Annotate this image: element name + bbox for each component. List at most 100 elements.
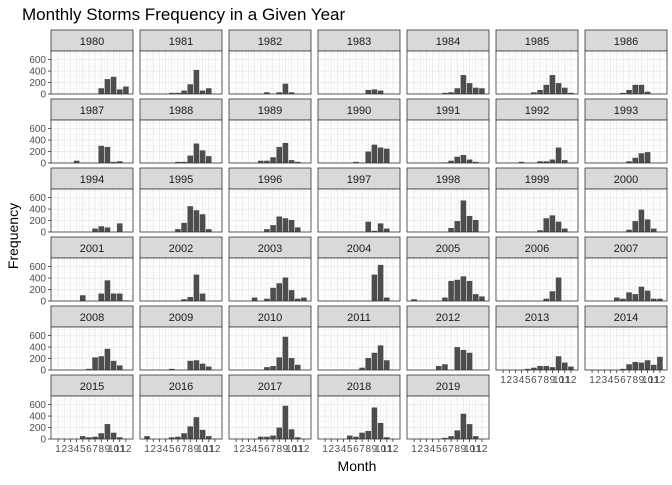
x-tick-label: 4 <box>252 444 258 455</box>
x-tick-label: 5 <box>258 444 264 455</box>
bar <box>460 413 467 439</box>
bar <box>110 161 117 163</box>
bar <box>613 297 620 301</box>
panel-border <box>228 326 312 371</box>
x-tick-label: 6 <box>620 375 626 386</box>
bar <box>448 92 454 94</box>
bar <box>168 92 175 94</box>
bar <box>377 264 384 301</box>
facet-strip-label: 1999 <box>525 174 549 186</box>
bar <box>199 90 206 94</box>
x-tick-label: 9 <box>550 375 556 386</box>
bar <box>620 298 626 301</box>
facet-strip-label: 2007 <box>614 243 638 255</box>
x-tick-label: 7 <box>448 444 454 455</box>
facet-strip-label: 2002 <box>169 243 193 255</box>
panel-border <box>139 188 223 233</box>
bar <box>561 362 568 370</box>
bar <box>549 159 556 163</box>
y-tick-label: 600 <box>29 331 46 342</box>
bar <box>644 360 651 370</box>
x-tick-label: 1 <box>55 444 61 455</box>
x-tick-label: 12 <box>387 444 399 455</box>
bar <box>383 228 390 232</box>
y-tick-label: 200 <box>29 216 46 227</box>
x-tick-label: 8 <box>98 444 104 455</box>
facet-strip-label: 2003 <box>258 243 282 255</box>
bar <box>86 368 92 370</box>
panel-border <box>50 257 134 302</box>
facet-strip-label: 1994 <box>80 174 104 186</box>
facet-strip-label: 2010 <box>258 312 282 324</box>
x-tick-label: 8 <box>365 444 371 455</box>
bar <box>479 88 485 94</box>
bar <box>466 83 473 94</box>
x-tick-label: 3 <box>246 444 252 455</box>
bar <box>626 89 632 94</box>
panel-border <box>317 119 401 164</box>
bar <box>110 293 117 301</box>
bar <box>199 363 206 370</box>
panel-border <box>317 257 401 302</box>
bar <box>549 75 556 94</box>
bar <box>79 436 86 439</box>
bar <box>270 157 276 163</box>
bar <box>543 161 550 163</box>
x-tick-label: 6 <box>442 444 448 455</box>
bar <box>442 297 448 301</box>
bar <box>193 210 200 232</box>
bar <box>110 432 117 439</box>
bar <box>454 279 461 301</box>
bar <box>294 161 301 163</box>
facet-strip-label: 1996 <box>258 174 282 186</box>
facet-strip-label: 2008 <box>80 312 104 324</box>
x-tick-label: 2 <box>417 444 423 455</box>
bar <box>288 429 295 439</box>
x-tick-label: 1 <box>500 375 506 386</box>
x-tick-label: 5 <box>525 375 531 386</box>
x-tick-label: 5 <box>436 444 442 455</box>
bar <box>288 357 295 370</box>
bar <box>632 361 639 370</box>
bar <box>472 436 479 439</box>
x-tick-label: 7 <box>270 444 276 455</box>
panel-border <box>50 326 134 371</box>
panel-border <box>495 188 579 233</box>
facet-strip-label: 2013 <box>525 312 549 324</box>
x-tick-label: 7 <box>181 444 187 455</box>
bar <box>282 83 289 94</box>
facet-strip-label: 2005 <box>436 243 460 255</box>
bar <box>193 143 200 163</box>
facet-strip-label: 1989 <box>258 105 282 117</box>
bar <box>472 87 479 94</box>
bar <box>524 368 531 370</box>
bar <box>294 227 301 232</box>
bar <box>460 349 467 370</box>
x-tick-label: 10 <box>375 444 387 455</box>
bar <box>472 161 479 163</box>
x-tick-label: 4 <box>341 444 347 455</box>
bar <box>442 92 448 94</box>
bar <box>448 280 454 301</box>
bar <box>555 147 562 163</box>
bar <box>466 215 473 232</box>
bar <box>543 218 550 232</box>
bar <box>264 367 270 370</box>
facet-strip-label: 1987 <box>80 105 104 117</box>
bar <box>264 229 270 232</box>
bar <box>187 360 194 370</box>
facet-strip-label: 1980 <box>80 36 104 48</box>
facet-strip-label: 1982 <box>258 36 282 48</box>
bar <box>123 86 129 94</box>
bar <box>377 147 384 163</box>
bar <box>561 87 568 94</box>
bar <box>543 84 550 94</box>
facet-strip-label: 1992 <box>525 105 549 117</box>
x-tick-label: 6 <box>86 444 92 455</box>
facet-strip-label: 1997 <box>347 174 371 186</box>
facet-strip-label: 1998 <box>436 174 460 186</box>
panel-border <box>406 257 490 302</box>
x-tick-label: 3 <box>602 375 608 386</box>
x-tick-label: 4 <box>163 444 169 455</box>
bar <box>205 156 212 163</box>
